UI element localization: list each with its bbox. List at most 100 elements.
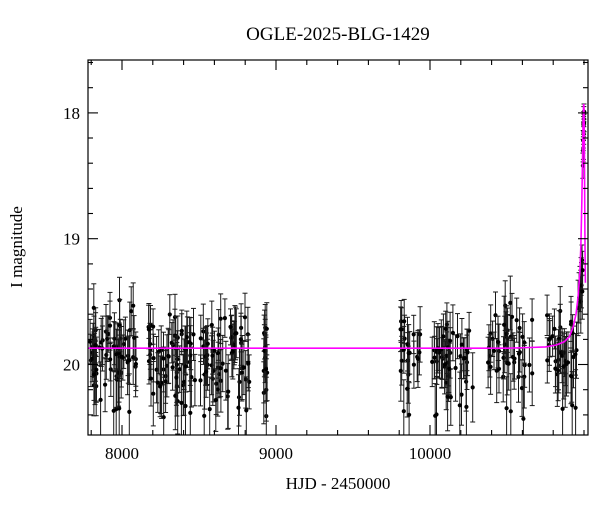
data-point xyxy=(264,326,269,331)
data-point xyxy=(411,362,416,367)
data-point xyxy=(107,323,113,328)
data-point xyxy=(556,368,561,373)
data-point xyxy=(91,372,97,377)
data-point xyxy=(459,392,464,397)
data-point xyxy=(560,353,565,358)
data-point xyxy=(262,348,267,353)
data-point xyxy=(198,378,203,383)
data-point xyxy=(557,336,562,341)
data-point xyxy=(129,309,134,314)
data-point xyxy=(213,397,218,403)
data-point xyxy=(205,341,210,346)
data-point xyxy=(121,342,126,347)
data-point xyxy=(179,400,184,405)
data-point xyxy=(161,356,166,361)
data-point xyxy=(520,334,525,339)
data-point xyxy=(508,409,513,414)
data-point xyxy=(105,336,110,341)
data-point xyxy=(146,327,151,332)
data-point xyxy=(402,319,407,324)
data-point xyxy=(398,368,403,373)
data-point xyxy=(565,360,571,365)
data-point xyxy=(263,367,269,372)
data-point xyxy=(462,356,467,361)
data-point xyxy=(573,405,578,410)
data-point xyxy=(230,349,235,354)
data-point xyxy=(198,336,203,341)
data-point xyxy=(517,325,522,331)
data-point xyxy=(514,318,519,323)
data-point xyxy=(455,334,460,339)
x-tick-label: 8000 xyxy=(105,444,139,463)
data-point xyxy=(547,336,553,341)
data-point xyxy=(241,365,246,370)
data-point xyxy=(131,303,136,308)
data-point xyxy=(192,378,197,383)
model-light-curve-path xyxy=(88,103,587,349)
data-point xyxy=(104,352,109,358)
data-point xyxy=(119,354,124,359)
data-point xyxy=(88,339,93,344)
data-point xyxy=(218,316,223,321)
data-point xyxy=(103,382,108,387)
data-point xyxy=(522,340,527,345)
data-point xyxy=(202,413,207,418)
data-point xyxy=(545,358,550,363)
data-point xyxy=(459,342,464,347)
data-point xyxy=(216,332,221,337)
data-point xyxy=(406,351,411,356)
data-point xyxy=(407,412,412,417)
data-point xyxy=(448,395,453,400)
y-axis-label: I magnitude xyxy=(7,206,26,288)
data-point xyxy=(166,353,171,359)
data-point xyxy=(561,364,566,369)
data-point xyxy=(502,342,507,347)
data-point xyxy=(226,389,231,394)
data-point xyxy=(411,332,416,337)
data-point xyxy=(399,358,404,363)
data-point xyxy=(457,403,462,408)
x-axis-label: HJD - 2450000 xyxy=(286,474,391,493)
data-point xyxy=(225,394,230,399)
data-point xyxy=(447,366,452,372)
data-point xyxy=(184,335,189,340)
data-point xyxy=(508,300,513,305)
data-point xyxy=(94,367,99,372)
data-point xyxy=(418,332,423,337)
data-point xyxy=(491,348,497,353)
data-point xyxy=(465,350,470,355)
data-point xyxy=(488,364,493,369)
data-point xyxy=(527,362,532,368)
data-point xyxy=(204,369,209,374)
data-point xyxy=(569,374,574,379)
data-point xyxy=(167,312,172,317)
data-point xyxy=(433,413,438,418)
data-point xyxy=(188,410,193,415)
data-point xyxy=(181,379,187,384)
data-point xyxy=(188,353,193,358)
y-tick-label: 19 xyxy=(63,230,80,249)
x-tick-label: 9000 xyxy=(259,444,293,463)
data-point xyxy=(239,370,244,375)
data-point xyxy=(170,365,175,370)
y-tick-label: 18 xyxy=(63,104,80,123)
data-point xyxy=(560,406,565,411)
data-point xyxy=(151,391,156,396)
data-point xyxy=(148,376,154,381)
data-point xyxy=(132,335,137,340)
data-point xyxy=(216,351,221,356)
x-tick-label: 10000 xyxy=(409,444,452,463)
data-point xyxy=(207,407,212,412)
data-point xyxy=(215,387,220,392)
data-point xyxy=(432,355,437,360)
data-point xyxy=(401,409,406,414)
data-point xyxy=(509,314,515,319)
data-point xyxy=(203,354,208,359)
data-point xyxy=(183,364,188,369)
data-point xyxy=(505,361,510,366)
tick-marks xyxy=(88,60,588,435)
data-point xyxy=(220,361,225,366)
data-point xyxy=(174,375,179,380)
data-point xyxy=(93,343,98,348)
